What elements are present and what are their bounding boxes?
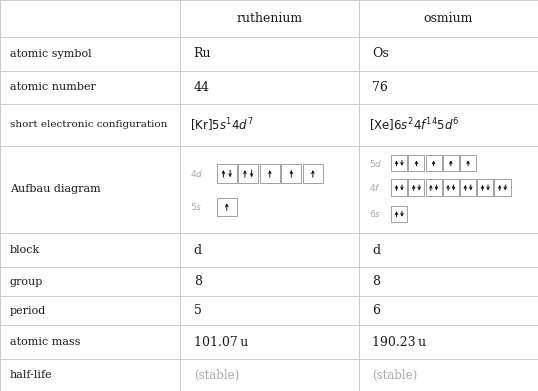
Bar bbox=[426, 179, 442, 196]
Text: ruthenium: ruthenium bbox=[237, 12, 302, 25]
Bar bbox=[443, 179, 459, 196]
Text: $5s$: $5s$ bbox=[190, 201, 202, 212]
Bar bbox=[460, 155, 476, 171]
Text: short electronic configuration: short electronic configuration bbox=[10, 120, 167, 129]
Text: half-life: half-life bbox=[10, 370, 52, 380]
Bar bbox=[443, 155, 459, 171]
Text: d: d bbox=[194, 244, 202, 256]
Text: osmium: osmium bbox=[424, 12, 473, 25]
Text: atomic mass: atomic mass bbox=[10, 337, 80, 347]
Text: 44: 44 bbox=[194, 81, 210, 94]
Text: Ru: Ru bbox=[194, 47, 211, 60]
Bar bbox=[281, 164, 301, 183]
Text: $4f$: $4f$ bbox=[369, 182, 380, 193]
Text: 8: 8 bbox=[194, 275, 202, 288]
Text: 6: 6 bbox=[372, 304, 380, 317]
Text: (stable): (stable) bbox=[372, 369, 417, 382]
Text: Os: Os bbox=[372, 47, 389, 60]
Bar bbox=[260, 164, 280, 183]
Text: atomic number: atomic number bbox=[10, 83, 96, 92]
Bar bbox=[391, 155, 407, 171]
Text: (stable): (stable) bbox=[194, 369, 239, 382]
Text: 101.07 u: 101.07 u bbox=[194, 336, 248, 349]
Text: group: group bbox=[10, 276, 43, 287]
Text: $\mathregular{[Kr]}5s^14d^7$: $\mathregular{[Kr]}5s^14d^7$ bbox=[190, 116, 254, 134]
Text: 8: 8 bbox=[372, 275, 380, 288]
Bar bbox=[217, 197, 237, 216]
Bar bbox=[217, 164, 237, 183]
Text: $6s$: $6s$ bbox=[369, 208, 381, 219]
Text: 76: 76 bbox=[372, 81, 388, 94]
Bar bbox=[494, 179, 511, 196]
Bar bbox=[460, 179, 476, 196]
Text: 190.23 u: 190.23 u bbox=[372, 336, 427, 349]
Text: d: d bbox=[372, 244, 380, 256]
Bar bbox=[391, 179, 407, 196]
Bar bbox=[391, 206, 407, 222]
Text: block: block bbox=[10, 245, 40, 255]
Text: atomic symbol: atomic symbol bbox=[10, 49, 91, 59]
Text: Aufbau diagram: Aufbau diagram bbox=[10, 185, 101, 194]
Text: $4d$: $4d$ bbox=[190, 168, 203, 179]
Text: $\mathregular{[Xe]}6s^24f^{14}5d^6$: $\mathregular{[Xe]}6s^24f^{14}5d^6$ bbox=[369, 116, 459, 134]
Text: 5: 5 bbox=[194, 304, 202, 317]
Bar bbox=[408, 155, 424, 171]
Text: $5d$: $5d$ bbox=[369, 158, 382, 169]
Bar bbox=[408, 179, 424, 196]
Bar bbox=[426, 155, 442, 171]
Bar bbox=[303, 164, 323, 183]
Text: period: period bbox=[10, 306, 46, 316]
Bar bbox=[477, 179, 493, 196]
Bar bbox=[238, 164, 258, 183]
